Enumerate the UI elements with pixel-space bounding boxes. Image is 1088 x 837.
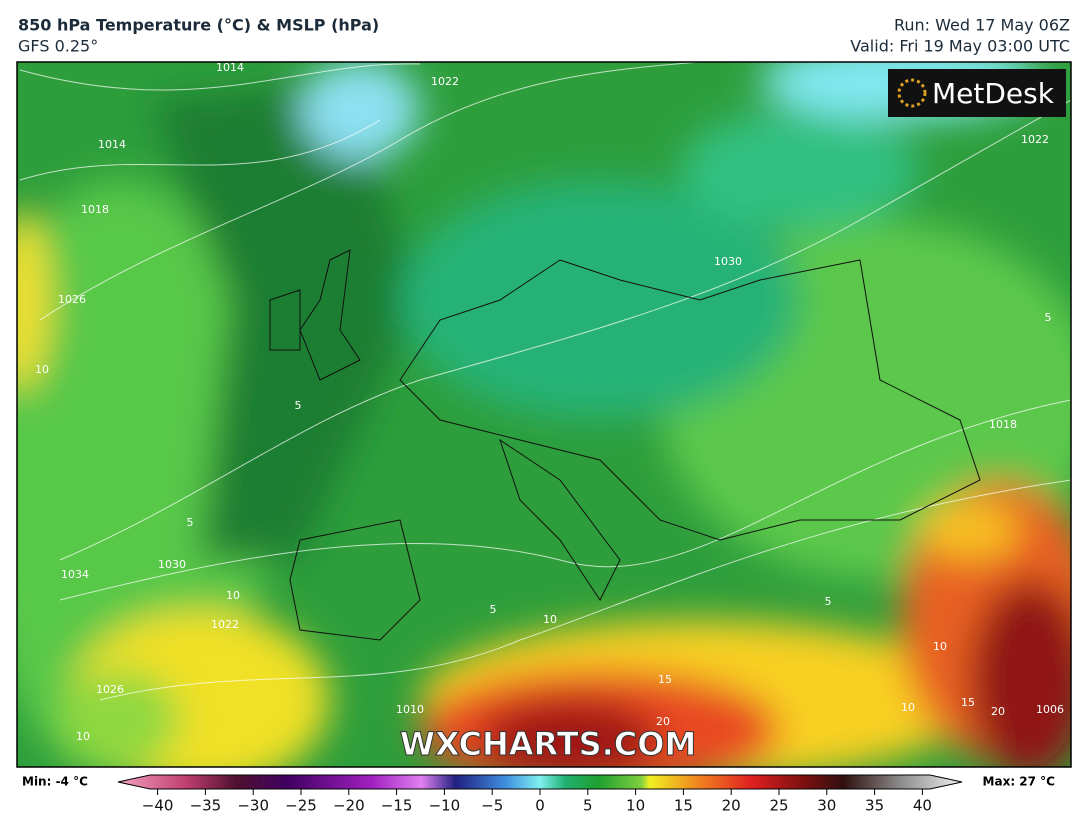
tick-label: −10 [429, 797, 461, 815]
tick-label: 40 [913, 797, 932, 815]
logo: MetDesk [932, 77, 1055, 110]
contour-label: 1014 [98, 138, 126, 151]
contour-label: 10 [933, 640, 947, 653]
contour-label: 10 [76, 730, 90, 743]
valid: Valid: Fri 19 May 03:00 UTC [850, 37, 1070, 56]
tick-label: 25 [769, 797, 788, 815]
contour-label: 1022 [211, 618, 239, 631]
contour-label: 10 [35, 363, 49, 376]
contour-label: 1030 [158, 558, 186, 571]
contour-label: 1030 [714, 255, 742, 268]
contour-label: 1022 [1021, 133, 1049, 146]
tick-label: 0 [535, 797, 545, 815]
tick-label: 5 [583, 797, 593, 815]
tick-label: −35 [190, 797, 222, 815]
map: 1014 1014 1018 1018 1022 1022 1022 1026 1026 1030… [17, 61, 1071, 767]
tick-label: −25 [285, 797, 317, 815]
colorbar [117, 774, 963, 790]
contour-label: 1010 [396, 703, 424, 716]
contour-label: 1018 [81, 203, 109, 216]
subtitle: GFS 0.25° [18, 37, 98, 56]
tick-label: −15 [381, 797, 413, 815]
contour-label: 10 [226, 589, 240, 602]
contour-label: 5 [187, 516, 194, 529]
contour-label: 1006 [1036, 703, 1064, 716]
contour-label: 15 [658, 673, 672, 686]
tick-label: −40 [142, 797, 174, 815]
contour-label: 5 [825, 595, 832, 608]
contour-label: 20 [991, 705, 1005, 718]
contour-label: 1026 [58, 293, 86, 306]
tick-label: 10 [626, 797, 645, 815]
tick-label: −30 [237, 797, 269, 815]
contour-label: 20 [656, 715, 670, 728]
tick-label: 30 [817, 797, 836, 815]
contour-label: 15 [961, 696, 975, 709]
contour-label: 10 [901, 701, 915, 714]
contour-label: 1022 [431, 75, 459, 88]
contour-label: 1014 [216, 61, 244, 74]
min-label: Min: -4 °C [22, 775, 88, 789]
tick-label: 20 [722, 797, 741, 815]
tick-label: 15 [674, 797, 693, 815]
tick-label: 35 [865, 797, 884, 815]
max-label: Max: 27 °C [983, 775, 1056, 789]
watermark: WXCHARTS.COM [400, 725, 697, 763]
tick-label: −20 [333, 797, 365, 815]
contour-label: 10 [543, 613, 557, 626]
map-frame [16, 61, 1072, 768]
contour-label: 5 [295, 399, 302, 412]
contour-label: 5 [490, 603, 497, 616]
contour-label: 1018 [989, 418, 1017, 431]
contour-label: 1026 [96, 683, 124, 696]
title: 850 hPa Temperature (°C) & MSLP (hPa) [18, 16, 379, 35]
contour-label: 1034 [61, 568, 89, 581]
run: Run: Wed 17 May 06Z [894, 16, 1070, 35]
contour-label: 5 [1045, 311, 1052, 324]
tick-label: −5 [481, 797, 503, 815]
